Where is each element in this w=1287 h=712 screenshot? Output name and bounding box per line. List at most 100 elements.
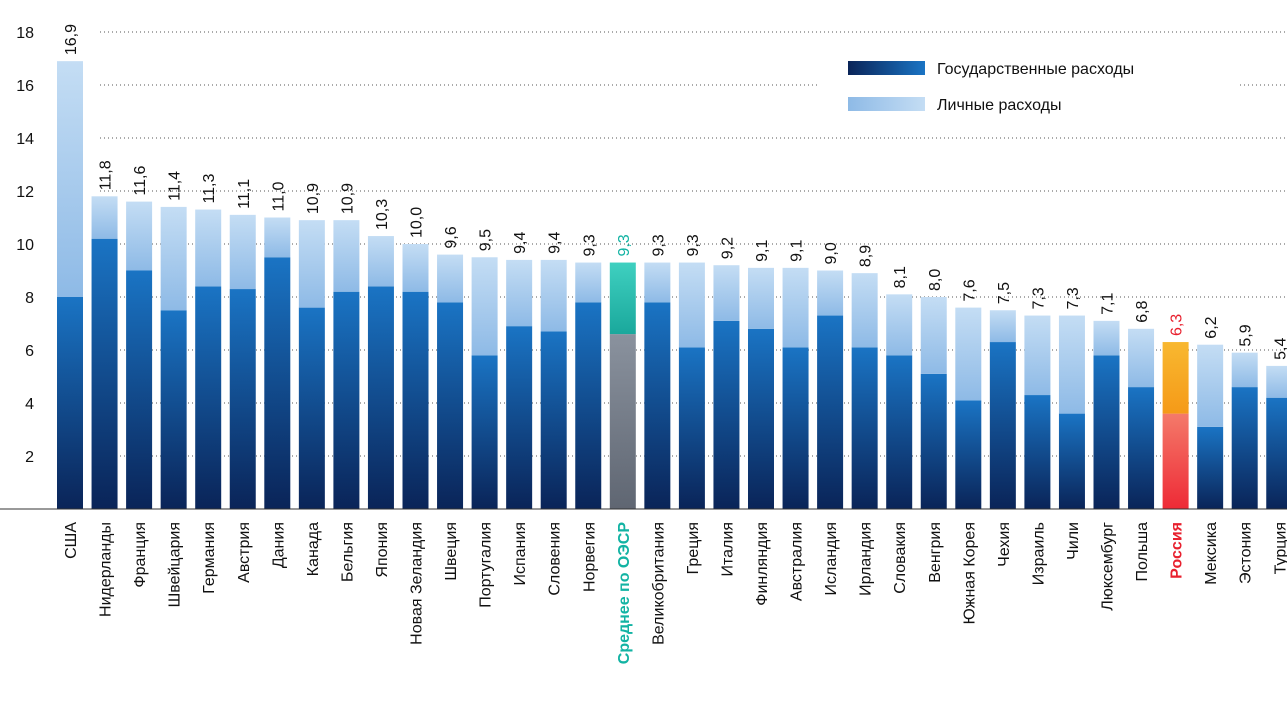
bar-segment [229, 214, 256, 290]
value-label: 10,0 [409, 207, 426, 238]
bar-segment [160, 206, 187, 311]
bar-segment [575, 262, 602, 303]
bar-segment [989, 310, 1016, 343]
bar-segment [1058, 413, 1085, 509]
x-tick-label: Испания [512, 522, 529, 586]
y-tick-label: 18 [16, 25, 34, 42]
bar-segment [367, 286, 394, 509]
bar-segment [195, 286, 222, 509]
bar-segment [1162, 342, 1189, 414]
value-label: 9,1 [754, 240, 771, 262]
value-label: 10,9 [339, 183, 356, 214]
legend-label: Государственные расходы [937, 61, 1134, 78]
value-label: 9,0 [823, 242, 840, 264]
value-label: 11,3 [201, 173, 218, 203]
y-tick-label: 6 [25, 343, 34, 360]
x-tick-label: Израиль [1030, 522, 1047, 585]
bar-segment [851, 273, 878, 348]
bar-segment [817, 270, 844, 316]
value-label: 9,3 [650, 234, 667, 256]
value-label: 9,6 [443, 226, 460, 248]
bar-segment [1024, 395, 1051, 509]
x-tick-label: Среднее по ОЭСР [616, 522, 633, 665]
legend-label: Личные расходы [937, 97, 1061, 114]
x-tick-label: Исландия [823, 522, 840, 596]
legend-swatch [848, 97, 925, 111]
bar-segment [333, 291, 360, 509]
bar-segment [1162, 413, 1189, 509]
value-label: 9,3 [685, 234, 702, 256]
value-label: 8,0 [927, 269, 944, 291]
bar-segment [1266, 365, 1287, 398]
x-tick-label: Франция [132, 522, 149, 588]
value-label: 6,8 [1134, 300, 1151, 322]
bar-segment [678, 262, 705, 348]
value-label: 11,0 [270, 181, 287, 211]
value-label: 11,1 [236, 179, 253, 209]
x-tick-label: Эстония [1238, 522, 1255, 584]
value-label: 10,3 [374, 199, 391, 230]
x-tick-label: Люксембург [1100, 522, 1117, 611]
value-label: 7,1 [1100, 293, 1117, 315]
value-label: 9,3 [581, 234, 598, 256]
bar-segment [713, 265, 740, 321]
bar-segment [437, 302, 464, 509]
bar-segment [1197, 344, 1224, 427]
x-tick-label: Польша [1134, 522, 1151, 582]
bar-segment [229, 289, 256, 509]
bar-segment [160, 310, 187, 509]
bar-segment [540, 259, 567, 332]
bar-segment [91, 196, 118, 239]
x-tick-label: Ирландия [858, 522, 875, 596]
bar-segment [886, 355, 913, 509]
bar-segment [402, 244, 429, 292]
bar-segment [644, 262, 671, 303]
bar-segment [886, 294, 913, 356]
y-tick-label: 12 [16, 184, 34, 201]
value-label: 10,9 [305, 183, 322, 214]
bar-segment [298, 220, 325, 308]
bar-segment [1128, 387, 1155, 509]
bar-segment [126, 270, 153, 509]
bar-segment [575, 302, 602, 509]
value-label: 11,4 [167, 171, 184, 201]
bar-segment [609, 262, 636, 335]
x-tick-label: Дания [270, 522, 287, 568]
bar-segment [1231, 352, 1258, 388]
bar-segment [506, 326, 533, 509]
x-tick-label: Финляндия [754, 522, 771, 606]
bar-segment [989, 342, 1016, 509]
bar-segment [817, 315, 844, 509]
legend-swatch [848, 61, 925, 75]
y-tick-label: 16 [16, 78, 34, 95]
value-label: 7,5 [996, 282, 1013, 304]
x-tick-label: Бельгия [339, 522, 356, 582]
bar-segment [955, 400, 982, 509]
x-tick-label: Словения [547, 522, 564, 596]
value-label: 9,3 [616, 234, 633, 256]
bar-segment [1266, 397, 1287, 509]
x-tick-label: Чехия [996, 522, 1013, 567]
x-tick-label: Португалия [478, 522, 495, 608]
value-label: 5,9 [1238, 324, 1255, 346]
value-label: 6,2 [1203, 316, 1220, 338]
x-tick-label: Южная Корея [961, 522, 978, 624]
bar-segment [333, 220, 360, 292]
x-tick-label: Австралия [789, 522, 806, 601]
bar-segment [195, 209, 222, 287]
value-label: 11,6 [132, 166, 149, 196]
bar-segment [298, 307, 325, 509]
bar-segment [367, 236, 394, 287]
bar-segment [126, 201, 153, 271]
bar-segment [782, 347, 809, 509]
bar-segment [644, 302, 671, 509]
bar-segment [920, 373, 947, 509]
x-tick-label: Швеция [443, 522, 460, 581]
value-label: 7,6 [961, 279, 978, 301]
x-tick-label: Чили [1065, 522, 1082, 560]
value-label: 9,4 [547, 232, 564, 254]
bar-segment [748, 267, 774, 329]
bar-segment [471, 257, 498, 356]
bar-segment [609, 334, 636, 509]
